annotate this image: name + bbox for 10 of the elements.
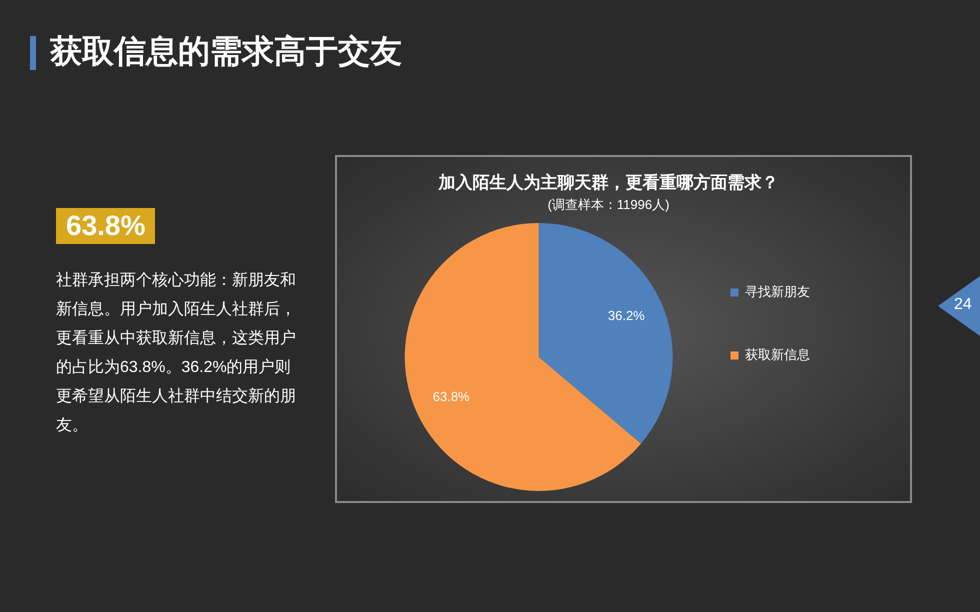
legend-label: 获取新信息 [745, 347, 810, 362]
text: 63.8% [56, 208, 156, 244]
legend-label: 寻找新朋友 [745, 284, 810, 300]
chart-title: 加入陌生人为主聊天群，更看重哪方面需求？ [438, 172, 778, 192]
text: 获取信息的需求高于交友 [50, 32, 402, 71]
chart-subtitle: (调查样本：11996人) [548, 196, 670, 212]
data-label: 36.2% [608, 308, 646, 324]
text: 24 [954, 296, 972, 314]
data-label: 63.8% [432, 389, 470, 404]
text: 社群承担两个核心功能：新朋友和新信息。用户加入陌生人社群后，更看重从中获取新信息，这类用户的占比为63.8%。36.2%的用户则更希望从陌生人社群中结交新的朋友。 [56, 270, 297, 436]
